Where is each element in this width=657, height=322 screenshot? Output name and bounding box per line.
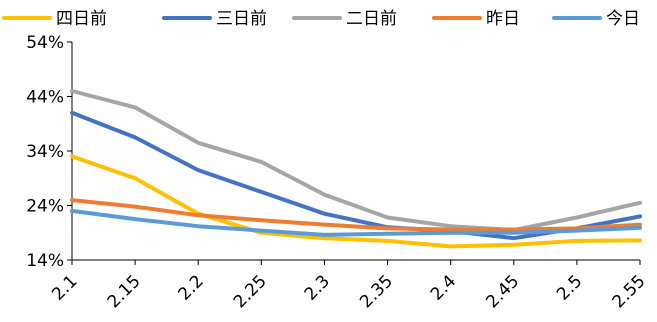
legend-label-3: 昨日 bbox=[486, 9, 520, 29]
x-tick-label: 2.5 bbox=[553, 271, 586, 304]
series-line-2 bbox=[70, 89, 642, 232]
y-tick-label: 44% bbox=[26, 88, 64, 108]
x-tick-label: 2.55 bbox=[609, 271, 650, 312]
x-tick-label: 2.15 bbox=[104, 271, 145, 312]
x-tick-label: 2.35 bbox=[356, 271, 397, 312]
x-axis: 2.1 2.15 2.2 2.25 2.3 2.35 2.4 2.45 2.5 2.55 bbox=[48, 259, 650, 312]
y-tick-label: 24% bbox=[26, 197, 64, 217]
x-tick-label: 2.1 bbox=[48, 271, 81, 304]
x-tick-label: 2.25 bbox=[230, 271, 271, 312]
series-line-3 bbox=[70, 198, 642, 232]
legend: 四日前 三日前 二日前 昨日 今日 bbox=[2, 9, 640, 29]
legend-label-1: 三日前 bbox=[216, 9, 267, 29]
legend-label-4: 今日 bbox=[606, 9, 640, 29]
series-line-4 bbox=[70, 208, 642, 237]
y-tick-label: 14% bbox=[26, 251, 64, 271]
x-tick-label: 2.45 bbox=[482, 271, 523, 312]
x-tick-label: 2.4 bbox=[427, 271, 460, 304]
legend-label-0: 四日前 bbox=[56, 9, 107, 29]
x-tick-label: 2.2 bbox=[174, 271, 207, 304]
y-tick-label: 54% bbox=[26, 33, 64, 53]
x-tick-label: 2.3 bbox=[301, 271, 334, 304]
y-tick-label: 34% bbox=[26, 142, 64, 162]
series-lines bbox=[70, 89, 642, 249]
series-line-1 bbox=[70, 110, 642, 241]
y-axis: 14% 24% 34% 44% 54% bbox=[26, 33, 73, 271]
series-line-0 bbox=[70, 154, 642, 249]
legend-label-2: 二日前 bbox=[346, 9, 397, 29]
plot-area: 14% 24% 34% 44% 54% 2.1 2.15 2.2 2.25 2.3 2.35 2.4… bbox=[26, 33, 649, 312]
